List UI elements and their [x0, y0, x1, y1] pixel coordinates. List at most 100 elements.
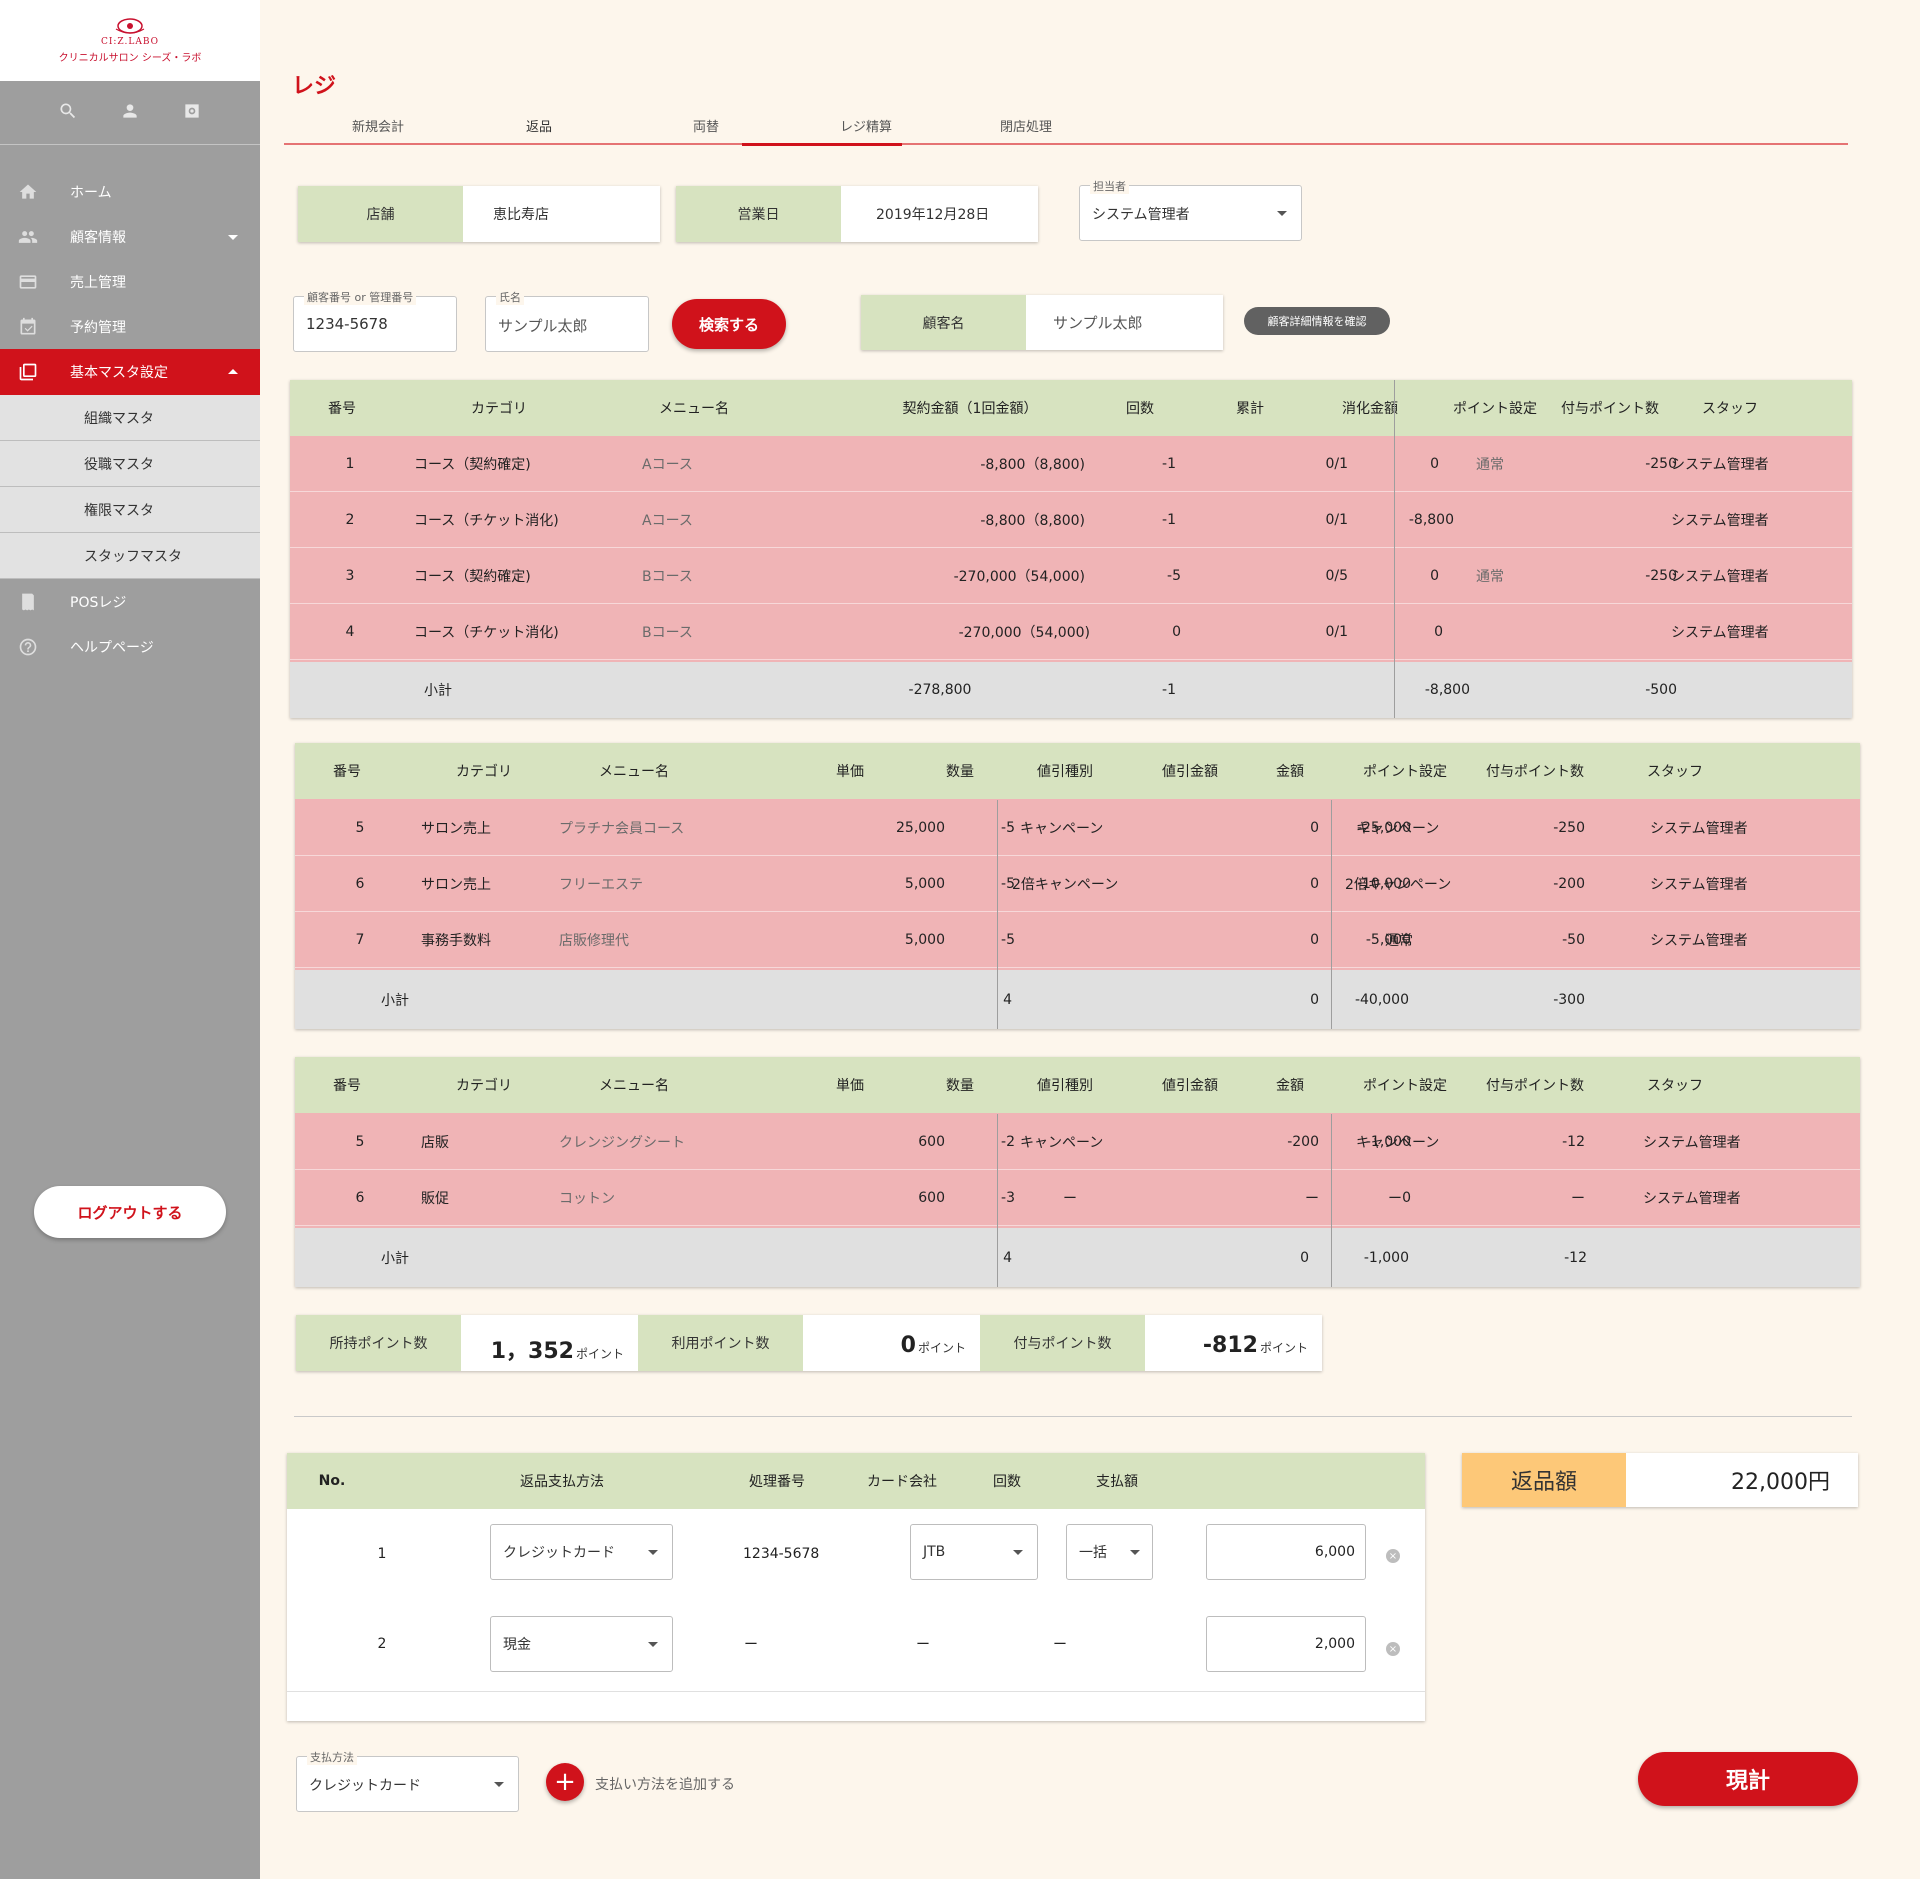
- cell-count: -1: [1162, 511, 1176, 528]
- payment-method-select[interactable]: クレジットカード: [490, 1524, 673, 1580]
- held-points-label: 所持ポイント数: [296, 1315, 461, 1371]
- sidebar-subitem-position[interactable]: 役職マスタ: [0, 441, 260, 487]
- store-field: 店舗 恵比寿店: [298, 186, 660, 242]
- search-icon[interactable]: [58, 101, 78, 125]
- settings-icon[interactable]: [182, 101, 202, 125]
- sidebar-subitem-org[interactable]: 組織マスタ: [0, 395, 260, 441]
- checkout-button[interactable]: 現計: [1638, 1752, 1858, 1806]
- people-icon: [18, 230, 38, 243]
- business-day-field: 営業日 2019年12月28日: [676, 186, 1038, 242]
- cell-consumed: 0: [1430, 567, 1439, 584]
- sidebar-subitem-staff[interactable]: スタッフマスタ: [0, 533, 260, 579]
- cell-menu: コットン: [559, 1190, 615, 1207]
- dropdown-arrow-icon: [494, 1782, 504, 1787]
- payment-amount-input[interactable]: 2,000: [1206, 1616, 1366, 1672]
- cell-unit-price: 600: [918, 1189, 945, 1206]
- table-row[interactable]: 5 店販 クレンジングシート 600 -2 キャンペーン -200 -1,000…: [295, 1114, 1860, 1170]
- used-points-number: 0: [900, 1333, 916, 1358]
- table-row[interactable]: 6 販促 コットン 600 -3 ー ー 0 ー ー システム管理者: [295, 1170, 1860, 1226]
- cell-no: 2: [345, 511, 355, 528]
- logo-text-en: CI:Z.LABO: [100, 37, 160, 47]
- table-row[interactable]: 5 サロン売上 プラチナ会員コース 25,000 -5 キャンペーン 0 -25…: [295, 800, 1860, 856]
- add-payment-label[interactable]: 支払い方法を追加する: [595, 1777, 735, 1793]
- customer-id-input[interactable]: 顧客番号 or 管理番号 1234-5678: [293, 289, 457, 352]
- cell-point-setting: 通常: [1476, 568, 1504, 585]
- cell-cumulative: 0/1: [1325, 623, 1348, 640]
- cell-discount-amount: -200: [1287, 1133, 1319, 1150]
- cell-menu: Aコース: [642, 512, 693, 529]
- table-row[interactable]: 3 コース（契約確定) Bコース -270,000（54,000) -5 0/5…: [290, 548, 1852, 604]
- cell-contract: -270,000（54,000): [958, 624, 1090, 641]
- col-header: 数量: [946, 764, 974, 780]
- table-row[interactable]: 2 コース（チケット消化) Aコース -8,800（8,800) -1 0/1 …: [290, 492, 1852, 548]
- subtotal-row: 小計 -278,800 -1 -8,800 -500: [290, 662, 1852, 718]
- course-table: 番号 カテゴリ メニュー名 契約金額（1回金額） 回数 累計 消化金額 ポイント…: [290, 380, 1852, 718]
- sidebar-item-sales[interactable]: 売上管理: [0, 259, 260, 304]
- cell-point-setting: 通常: [1476, 456, 1504, 473]
- payment-method-select[interactable]: 現金: [490, 1616, 673, 1672]
- cell-no: 3: [345, 567, 355, 584]
- add-payment-button[interactable]: +: [546, 1763, 584, 1801]
- col-header: スタッフ: [1647, 1078, 1703, 1094]
- sidebar-item-pos[interactable]: POSレジ: [0, 579, 260, 624]
- refund-amount-box: 返品額 22,000円: [1462, 1453, 1858, 1507]
- cell-category: 事務手数料: [421, 932, 491, 949]
- table-row[interactable]: 4 コース（チケット消化) Bコース -270,000（54,000) 0 0/…: [290, 604, 1852, 660]
- sidebar-item-home[interactable]: ホーム: [0, 169, 260, 214]
- logout-button[interactable]: ログアウトする: [34, 1186, 226, 1238]
- row-divider: [287, 1691, 1425, 1692]
- sidebar-subitem-permission[interactable]: 権限マスタ: [0, 487, 260, 533]
- card-company-value: JTB: [923, 1544, 946, 1560]
- tab-return[interactable]: 返品: [525, 120, 553, 135]
- cell-staff: システム管理者: [1650, 932, 1748, 949]
- cell-amount: -5,000: [1365, 931, 1411, 948]
- table-header: No. 返品支払方法 処理番号 カード会社 回数 支払額: [287, 1453, 1425, 1509]
- sidebar-item-help[interactable]: ヘルプページ: [0, 624, 260, 669]
- tab-new-checkout[interactable]: 新規会計: [351, 120, 405, 135]
- cell-no: 6: [355, 875, 365, 892]
- subtotal-qty: 4: [1003, 991, 1012, 1008]
- granted-points-label: 付与ポイント数: [980, 1315, 1145, 1371]
- installments-value: 一括: [1079, 1545, 1107, 1561]
- sidebar-item-master[interactable]: 基本マスタ設定: [0, 349, 260, 395]
- payment-amount-input[interactable]: 6,000: [1206, 1524, 1366, 1580]
- remove-row-icon[interactable]: ×: [1386, 1549, 1400, 1563]
- sidebar-item-customer[interactable]: 顧客情報: [0, 214, 260, 259]
- cell-amount: -1,000: [1365, 1133, 1411, 1150]
- col-header: メニュー名: [599, 1078, 669, 1094]
- staff-select[interactable]: 担当者 システム管理者: [1079, 178, 1302, 241]
- card-company-select[interactable]: JTB: [910, 1524, 1038, 1580]
- payment-method-value: クレジットカード: [503, 1545, 615, 1561]
- remove-row-icon[interactable]: ×: [1386, 1642, 1400, 1656]
- cell-amount: 0: [1402, 1189, 1411, 1206]
- col-header: 回数: [1126, 401, 1154, 417]
- tab-closing[interactable]: 閉店処理: [999, 120, 1053, 135]
- user-icon[interactable]: [120, 101, 140, 125]
- table-row[interactable]: 6 サロン売上 フリーエステ 5,000 -5 2倍キャンペーン 0 -10,0…: [295, 856, 1860, 912]
- cell-no: 6: [355, 1189, 365, 1206]
- cell-points: [1550, 492, 1677, 547]
- payment-method-add-select[interactable]: 支払方法 クレジットカード: [296, 1749, 519, 1812]
- installments-select[interactable]: 一括: [1066, 1524, 1153, 1580]
- cell-point-setting: キャンペーン: [1356, 1134, 1440, 1151]
- cell-staff: システム管理者: [1650, 820, 1748, 837]
- cell-process-no: 1234-5678: [743, 1546, 820, 1562]
- cell-cumulative: 0/1: [1325, 455, 1348, 472]
- sidebar-item-reservation[interactable]: 予約管理: [0, 304, 260, 349]
- customer-name-display: サンプル太郎: [1053, 314, 1143, 332]
- dropdown-arrow-icon: [648, 1642, 658, 1647]
- tab-register-settlement[interactable]: レジ精算: [839, 120, 893, 135]
- customer-detail-button[interactable]: 顧客詳細情報を確認: [1244, 307, 1390, 335]
- cell-category: サロン売上: [421, 876, 491, 893]
- col-header: 金額: [1276, 1078, 1304, 1094]
- salon-sales-table: 番号 カテゴリ メニュー名 単価 数量 値引種別 値引金額 金額 ポイント設定 …: [295, 743, 1860, 1029]
- table-row[interactable]: 7 事務手数料 店販修理代 5,000 -5 0 -5,000 通常 -50 シ…: [295, 912, 1860, 968]
- cell-count: -5: [1167, 567, 1181, 584]
- tab-exchange[interactable]: 両替: [692, 120, 720, 135]
- cell-discount-amount: ー: [1305, 1190, 1319, 1207]
- customer-name-input[interactable]: 氏名 サンプル太郎: [485, 289, 649, 352]
- col-header: メニュー名: [659, 401, 729, 417]
- search-button[interactable]: 検索する: [672, 299, 786, 349]
- table-row[interactable]: 1 コース（契約確定) Aコース -8,800（8,800) -1 0/1 0 …: [290, 436, 1852, 492]
- logo[interactable]: CI:Z.LABO クリニカルサロン シーズ・ラボ: [0, 0, 260, 81]
